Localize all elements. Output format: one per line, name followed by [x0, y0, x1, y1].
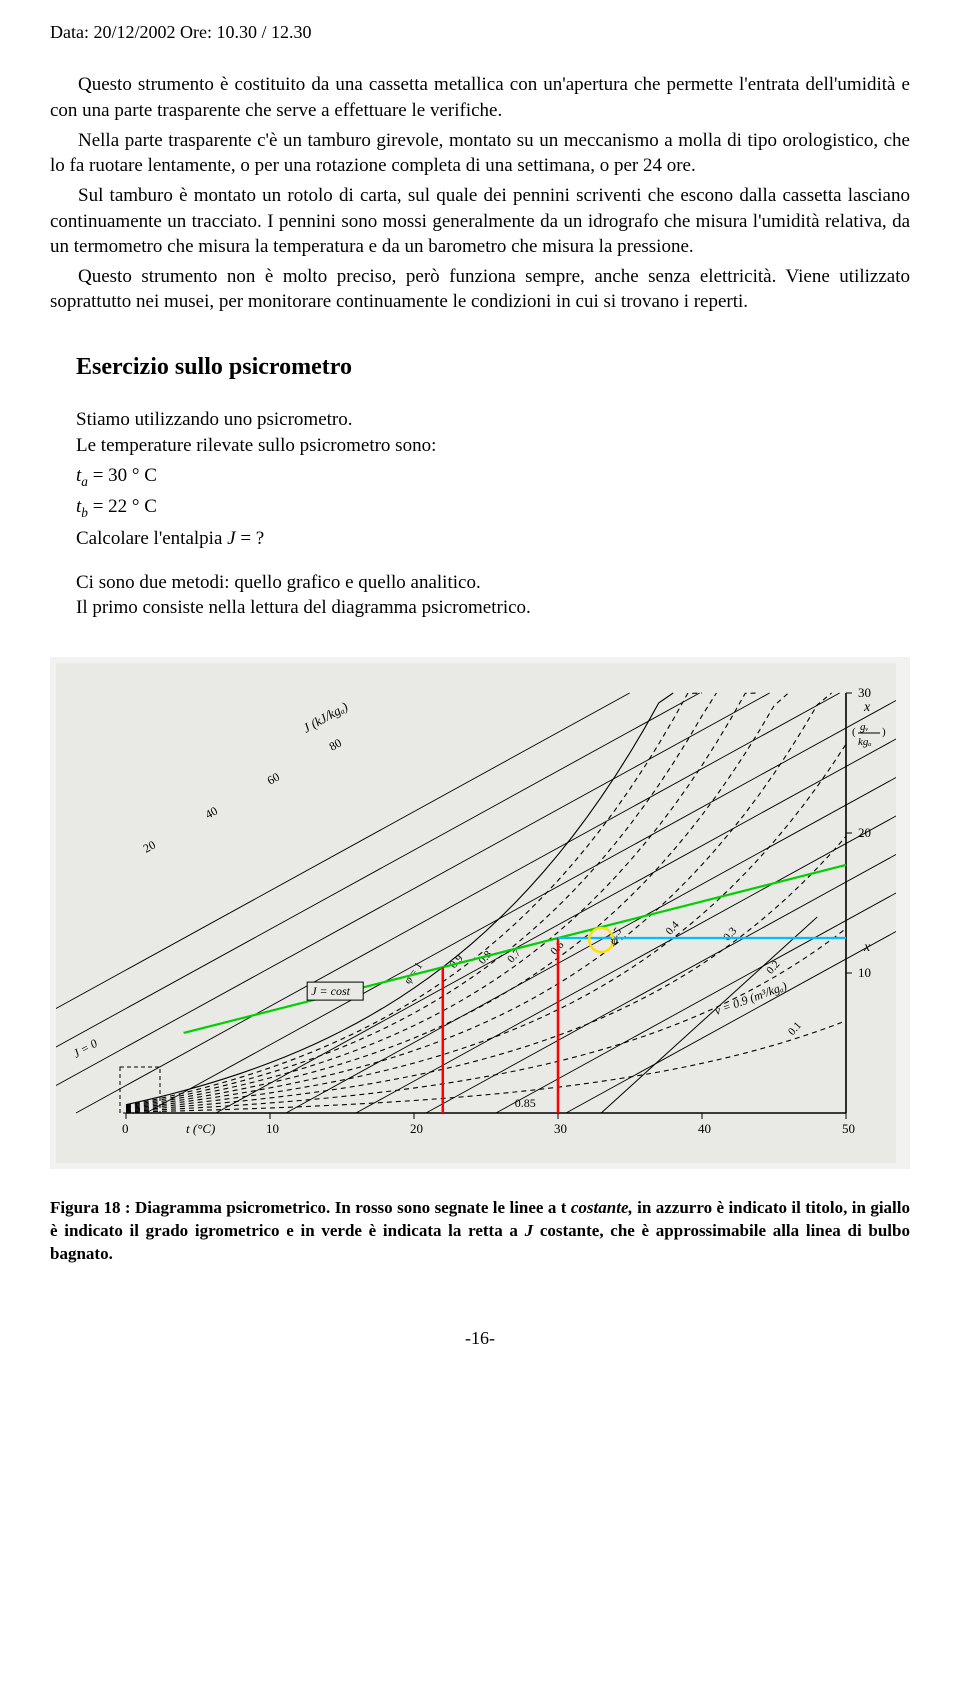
phi-symbol: φ: [611, 933, 618, 947]
figure-caption: Figura 18 : Diagramma psicrometrico. In …: [50, 1197, 910, 1266]
svg-text:x: x: [863, 940, 871, 955]
para-4: Questo strumento non è molto preciso, pe…: [50, 264, 910, 315]
jcost-label: J = cost: [311, 984, 350, 998]
exercise-block: Stiamo utilizzando uno psicrometro. Le t…: [76, 407, 910, 621]
y-tick: 30: [858, 685, 871, 700]
page-header-meta: Data: 20/12/2002 Ore: 10.30 / 12.30: [50, 20, 910, 44]
ex-line-3: Calcolare l'entalpia J = ?: [76, 526, 910, 552]
x-tick: 40: [698, 1121, 711, 1136]
eq-ta: ta = 30 ° C: [76, 463, 910, 491]
page-number: -16-: [50, 1326, 910, 1350]
ex-line-1: Stiamo utilizzando uno psicrometro.: [76, 407, 910, 433]
y-tick: 10: [858, 965, 871, 980]
method-line-1: Ci sono due metodi: quello grafico e que…: [76, 570, 910, 596]
x-tick: 50: [842, 1121, 855, 1136]
para-2: Nella parte trasparente c'è un tamburo g…: [50, 128, 910, 179]
psychrometric-chart: 0.10.20.30.40.50.60.70.80.9φ = 120406080…: [50, 657, 910, 1169]
svg-text:): ): [882, 726, 886, 738]
method-line-2: Il primo consiste nella lettura del diag…: [76, 595, 910, 621]
para-3: Sul tamburo è montato un rotolo di carta…: [50, 183, 910, 260]
x-tick: 20: [410, 1121, 423, 1136]
x-tick: 30: [554, 1121, 567, 1136]
x-axis-label: t (°C): [186, 1121, 215, 1136]
para-1: Questo strumento è costituito da una cas…: [50, 72, 910, 123]
eq-tb: tb = 22 ° C: [76, 494, 910, 522]
svg-text:gᵥ: gᵥ: [860, 721, 869, 733]
y-tick: 20: [858, 825, 871, 840]
x-tick: 0: [122, 1121, 129, 1136]
svg-text:kgₐ: kgₐ: [858, 736, 872, 748]
x-tick: 10: [266, 1121, 279, 1136]
section-title: Esercizio sullo psicrometro: [76, 351, 910, 383]
ex-line-2: Le temperature rilevate sullo psicrometr…: [76, 433, 910, 459]
svg-text:(: (: [852, 726, 856, 738]
y-label: x: [863, 700, 871, 715]
v-value: 0.85: [515, 1096, 536, 1110]
